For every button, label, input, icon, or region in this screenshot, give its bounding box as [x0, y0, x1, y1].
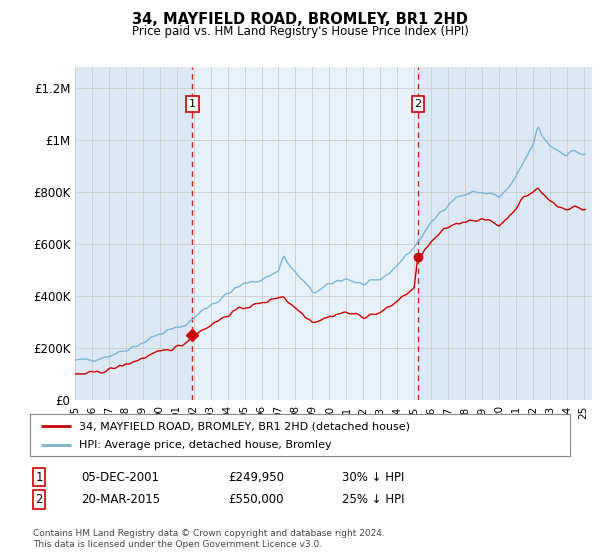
Text: Contains HM Land Registry data © Crown copyright and database right 2024.
This d: Contains HM Land Registry data © Crown c… [33, 529, 385, 549]
Text: £550,000: £550,000 [228, 493, 284, 506]
Text: 34, MAYFIELD ROAD, BROMLEY, BR1 2HD: 34, MAYFIELD ROAD, BROMLEY, BR1 2HD [132, 12, 468, 27]
Text: 34, MAYFIELD ROAD, BROMLEY, BR1 2HD (detached house): 34, MAYFIELD ROAD, BROMLEY, BR1 2HD (det… [79, 421, 410, 431]
Text: HPI: Average price, detached house, Bromley: HPI: Average price, detached house, Brom… [79, 441, 331, 450]
Text: 2: 2 [35, 493, 43, 506]
Text: 1: 1 [189, 99, 196, 109]
Bar [193, 67, 418, 400]
Text: 20-MAR-2015: 20-MAR-2015 [81, 493, 160, 506]
Text: 25% ↓ HPI: 25% ↓ HPI [342, 493, 404, 506]
Text: Price paid vs. HM Land Registry's House Price Index (HPI): Price paid vs. HM Land Registry's House … [131, 25, 469, 38]
Text: 05-DEC-2001: 05-DEC-2001 [81, 470, 159, 484]
Text: 1: 1 [35, 470, 43, 484]
Text: 2: 2 [415, 99, 421, 109]
Text: 30% ↓ HPI: 30% ↓ HPI [342, 470, 404, 484]
Text: £249,950: £249,950 [228, 470, 284, 484]
